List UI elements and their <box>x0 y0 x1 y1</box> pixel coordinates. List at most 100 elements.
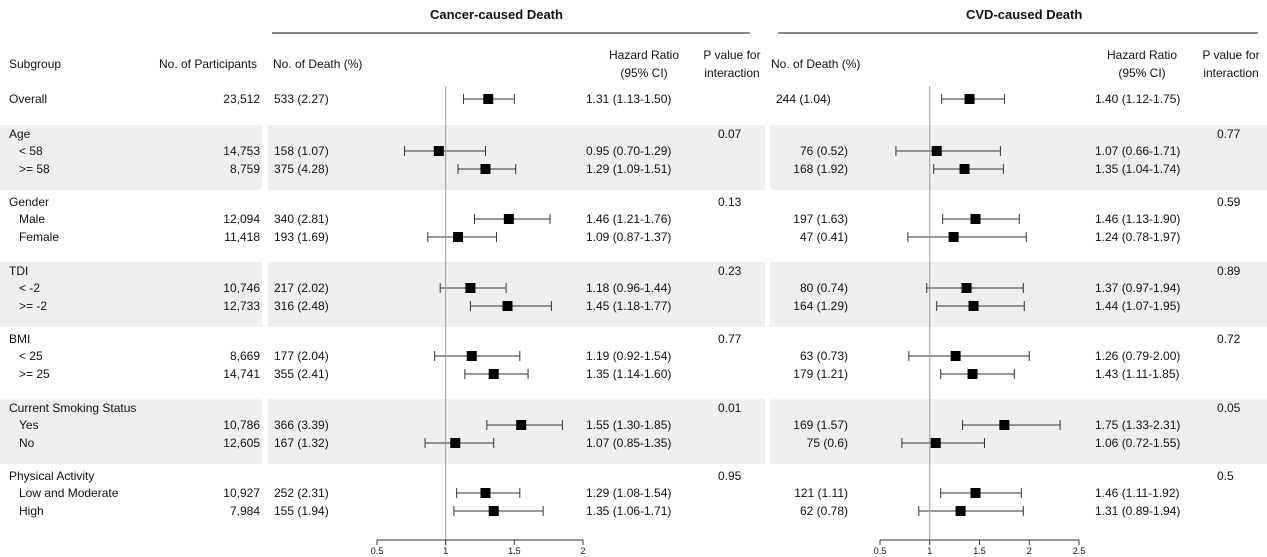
subgroup-header: Subgroup <box>9 57 62 71</box>
cvd-x-tick-label: 2 <box>1027 546 1032 556</box>
cvd-hr-value: 1.46 (1.11-1.92) <box>1095 486 1180 500</box>
cancer-hr-point <box>502 301 513 311</box>
cvd-panel-title: CVD-caused Death <box>966 7 1083 22</box>
subgroup-label: >= -2 <box>19 299 48 313</box>
participants-value: 8,669 <box>229 349 260 363</box>
shaded-band <box>0 125 262 190</box>
cvd-hr-value: 1.31 (0.89-1.94) <box>1095 504 1181 518</box>
participants-value: 10,746 <box>223 281 260 295</box>
cvd-death-value: 76 (0.52) <box>799 144 848 158</box>
cancer-hr-value: 0.95 (0.70-1.29) <box>586 144 672 158</box>
cvd-death-value: 47 (0.41) <box>799 230 848 244</box>
cvd-death-value: 75 (0.6) <box>806 436 848 450</box>
cancer-p-value: 0.77 <box>718 332 742 346</box>
cancer-hr-point <box>488 369 499 379</box>
cvd-deaths-header: No. of Death (%) <box>771 57 861 71</box>
cvd-death-value: 197 (1.63) <box>793 212 848 226</box>
cancer-p-value: 0.13 <box>718 195 742 209</box>
cvd-p-header-line1: P value for <box>1202 48 1260 62</box>
cancer-p-value: 0.23 <box>718 264 742 278</box>
cancer-hr-header-line1: Hazard Ratio <box>608 48 680 62</box>
subgroup-label: < -2 <box>19 281 41 295</box>
participants-value: 7,984 <box>229 504 260 518</box>
cancer-hr-point <box>516 420 527 430</box>
cvd-hr-value: 1.40 (1.12-1.75) <box>1095 92 1181 106</box>
cvd-hr-point <box>967 369 978 379</box>
group-label: Physical Activity <box>9 469 95 483</box>
cancer-death-value: 158 (1.07) <box>274 144 329 158</box>
cvd-p-value: 0.05 <box>1217 401 1241 415</box>
cvd-hr-value: 1.26 (0.79-2.00) <box>1095 349 1181 363</box>
cancer-p-header-line1: P value for <box>703 48 761 62</box>
shaded-band <box>268 399 765 464</box>
cvd-hr-point <box>964 94 975 104</box>
cvd-hr-point <box>930 438 941 448</box>
cancer-hr-value: 1.55 (1.30-1.85) <box>586 418 672 432</box>
cancer-p-value: 0.95 <box>718 469 742 483</box>
cancer-hr-value: 1.07 (0.85-1.35) <box>586 436 672 450</box>
participants-value: 14,741 <box>223 367 260 381</box>
participants-value: 10,927 <box>223 486 260 500</box>
cvd-death-value: 169 (1.57) <box>793 418 848 432</box>
cancer-hr-value: 1.19 (0.92-1.54) <box>586 349 672 363</box>
cancer-death-value: 217 (2.02) <box>274 281 329 295</box>
cancer-x-tick-label: 0.5 <box>371 546 384 556</box>
subgroup-label: >= 58 <box>19 162 50 176</box>
cancer-death-value: 533 (2.27) <box>274 92 329 106</box>
cvd-hr-value: 1.07 (0.66-1.71) <box>1095 144 1181 158</box>
cvd-hr-point <box>948 232 959 242</box>
cancer-x-tick-label: 1.5 <box>508 546 521 556</box>
cvd-hr-point <box>999 420 1010 430</box>
cvd-hr-value: 1.44 (1.07-1.95) <box>1095 299 1181 313</box>
cancer-p-value: 0.01 <box>718 401 742 415</box>
cvd-hr-value: 1.35 (1.04-1.74) <box>1095 162 1181 176</box>
cvd-hr-value: 1.46 (1.13-1.90) <box>1095 212 1181 226</box>
cancer-p-header-line2: interaction <box>704 66 760 80</box>
group-label: TDI <box>9 264 29 278</box>
cancer-death-value: 252 (2.31) <box>274 486 329 500</box>
cvd-hr-value: 1.06 (0.72-1.55) <box>1095 436 1181 450</box>
subgroup-label: High <box>19 504 44 518</box>
group-label: BMI <box>9 332 31 346</box>
shaded-band <box>770 262 1267 327</box>
cancer-hr-value: 1.45 (1.18-1.77) <box>586 299 672 313</box>
cvd-x-tick-label: 2.5 <box>1073 546 1086 556</box>
cvd-p-value: 0.5 <box>1217 469 1234 483</box>
shaded-band <box>0 399 262 464</box>
subgroup-label: >= 25 <box>19 367 50 381</box>
cancer-hr-point <box>483 94 494 104</box>
cvd-p-header-line2: interaction <box>1203 66 1259 80</box>
shaded-band <box>268 125 765 190</box>
cancer-death-value: 340 (2.81) <box>274 212 329 226</box>
cvd-hr-point <box>959 164 970 174</box>
cancer-x-tick-label: 2 <box>580 546 585 556</box>
cvd-p-value: 0.59 <box>1217 195 1241 209</box>
cancer-p-value: 0.07 <box>718 127 742 141</box>
cvd-hr-header-line2: (95% CI) <box>1118 66 1166 80</box>
cvd-hr-point <box>955 506 966 516</box>
participants-value: 12,733 <box>223 299 260 313</box>
cancer-death-value: 366 (3.39) <box>274 418 329 432</box>
cvd-death-value: 168 (1.92) <box>793 162 848 176</box>
participants-value: 11,418 <box>224 230 260 244</box>
subgroup-label: < 58 <box>19 144 43 158</box>
cancer-hr-header-line2: (95% CI) <box>620 66 668 80</box>
shaded-band <box>770 399 1267 464</box>
cvd-hr-point <box>931 146 942 156</box>
cvd-hr-value: 1.24 (0.78-1.97) <box>1095 230 1181 244</box>
cvd-death-value: 62 (0.78) <box>799 504 848 518</box>
cvd-death-value: 179 (1.21) <box>793 367 848 381</box>
cvd-hr-point <box>950 351 961 361</box>
cancer-hr-point <box>503 214 514 224</box>
cancer-hr-value: 1.46 (1.21-1.76) <box>586 212 672 226</box>
cancer-hr-point <box>465 283 476 293</box>
cvd-x-tick-label: 1.5 <box>973 546 986 556</box>
cvd-hr-point <box>961 283 972 293</box>
cvd-x-tick-label: 0.5 <box>874 546 887 556</box>
cvd-p-value: 0.77 <box>1217 127 1241 141</box>
cvd-death-value: 164 (1.29) <box>793 299 848 313</box>
participants-value: 12,094 <box>223 212 260 226</box>
cancer-death-value: 193 (1.69) <box>274 230 329 244</box>
cancer-hr-point <box>488 506 499 516</box>
